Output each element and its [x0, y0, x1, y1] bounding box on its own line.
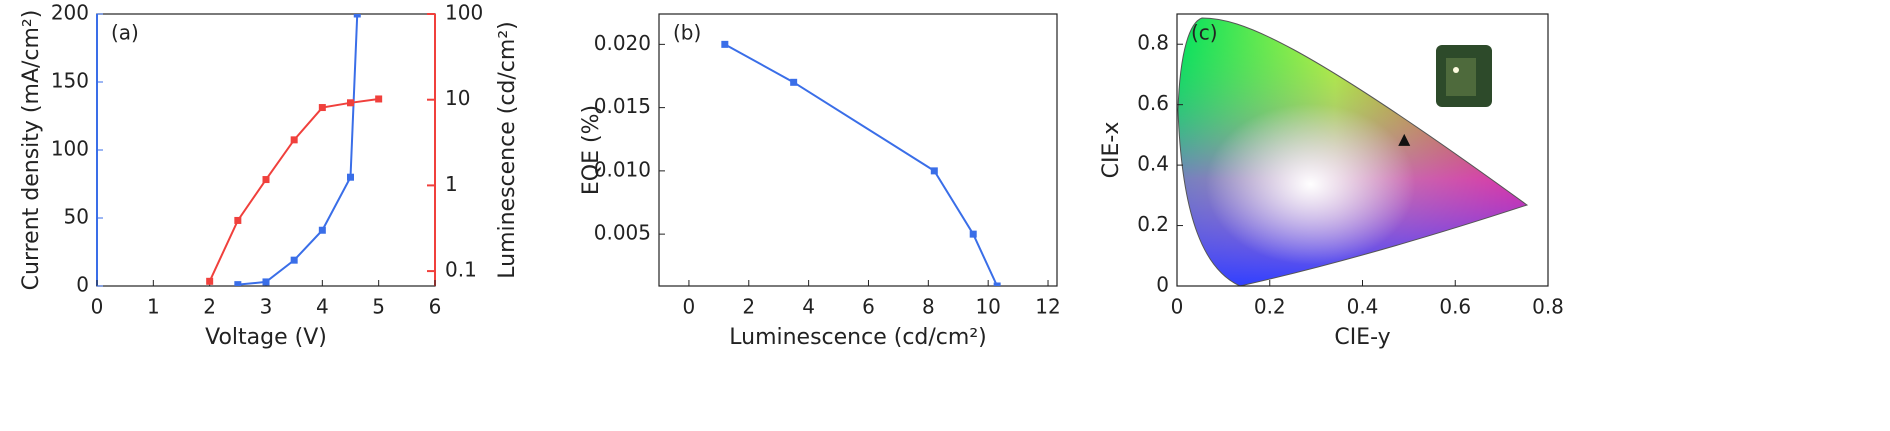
- plot-frame: [96, 13, 436, 287]
- annotation: (b): [673, 21, 701, 45]
- y2-axis-title: Luminescence (cd/cm²): [495, 21, 520, 278]
- data-point: [930, 167, 938, 175]
- y-tick-label: 200: [51, 1, 89, 25]
- plot-area: [1398, 133, 1411, 146]
- data-point: [1398, 133, 1411, 146]
- x-tick-label: 0.8: [1532, 295, 1564, 319]
- x-tick-label: 2: [742, 295, 755, 319]
- x-tick-label: 6: [429, 295, 442, 319]
- x-tick-label: 5: [372, 295, 385, 319]
- data-point: [318, 226, 326, 234]
- y-axis-title: CIE-x: [1099, 122, 1124, 179]
- x-tick-label: 0.2: [1254, 295, 1286, 319]
- x-axis-title: Luminescence (cd/cm²): [729, 325, 986, 350]
- y-tick-label: 100: [51, 137, 89, 161]
- annotation: (c): [1191, 21, 1218, 45]
- data-point: [790, 78, 798, 86]
- x-tick-label: 10: [975, 295, 1000, 319]
- x-tick-label: 4: [802, 295, 815, 319]
- data-line: [237, 14, 359, 286]
- x-tick-label: 12: [1035, 295, 1060, 319]
- x-axis-title: CIE-y: [1334, 325, 1390, 350]
- data-line: [724, 43, 999, 286]
- y-axis-title: Current density (mA/cm²): [19, 10, 44, 291]
- x-tick-label: 1: [147, 295, 160, 319]
- data-point: [353, 14, 361, 18]
- data-point: [721, 40, 729, 48]
- x-tick-label: 0: [683, 295, 696, 319]
- y2-tick-label: 10: [445, 86, 470, 110]
- y-tick-label: 0.6: [1137, 91, 1169, 115]
- plot-area: [721, 40, 1001, 286]
- y-tick-label: 0: [76, 273, 89, 297]
- data-point: [318, 104, 326, 112]
- x-tick-label: 0: [1171, 295, 1184, 319]
- plot-area: [206, 14, 383, 286]
- x-tick-label: 0: [91, 295, 104, 319]
- y-tick-label: 0: [1156, 273, 1169, 297]
- y-tick-label: 0.4: [1137, 152, 1169, 176]
- data-point: [347, 99, 354, 107]
- x-tick-label: 4: [316, 295, 329, 319]
- device-photo: [1436, 45, 1492, 107]
- data-point: [969, 230, 977, 238]
- data-point: [375, 95, 383, 103]
- y-tick-label: 50: [64, 205, 89, 229]
- y2-tick-label: 0.1: [445, 258, 477, 282]
- y2-tick-label: 100: [445, 1, 483, 25]
- y-tick-label: 0.020: [594, 31, 651, 55]
- x-tick-label: 0.4: [1347, 295, 1379, 319]
- x-tick-label: 0.6: [1439, 295, 1471, 319]
- x-tick-label: 3: [260, 295, 273, 319]
- plot-frame: [658, 13, 1058, 287]
- y-tick-label: 0.010: [594, 157, 651, 181]
- data-point: [234, 281, 242, 286]
- x-tick-label: 2: [203, 295, 216, 319]
- y-tick-label: 0.015: [594, 94, 651, 118]
- data-point: [290, 256, 298, 264]
- cie-locus: [1177, 17, 1529, 286]
- data-point: [234, 216, 242, 224]
- data-point: [290, 136, 298, 144]
- y2-tick-label: 1: [445, 172, 458, 196]
- data-point: [206, 277, 214, 285]
- y-tick-label: 0.2: [1137, 212, 1169, 236]
- data-point: [347, 173, 354, 181]
- y-tick-label: 0.005: [594, 221, 651, 245]
- y-axis-title: EQE (%): [579, 105, 604, 195]
- y-tick-label: 0.8: [1137, 31, 1169, 55]
- y-tick-label: 150: [51, 69, 89, 93]
- x-tick-label: 6: [862, 295, 875, 319]
- data-point: [262, 278, 270, 286]
- data-point: [993, 282, 1001, 286]
- annotation: (a): [111, 21, 139, 45]
- x-tick-label: 8: [922, 295, 935, 319]
- data-point: [262, 176, 270, 184]
- x-axis-title: Voltage (V): [205, 325, 327, 350]
